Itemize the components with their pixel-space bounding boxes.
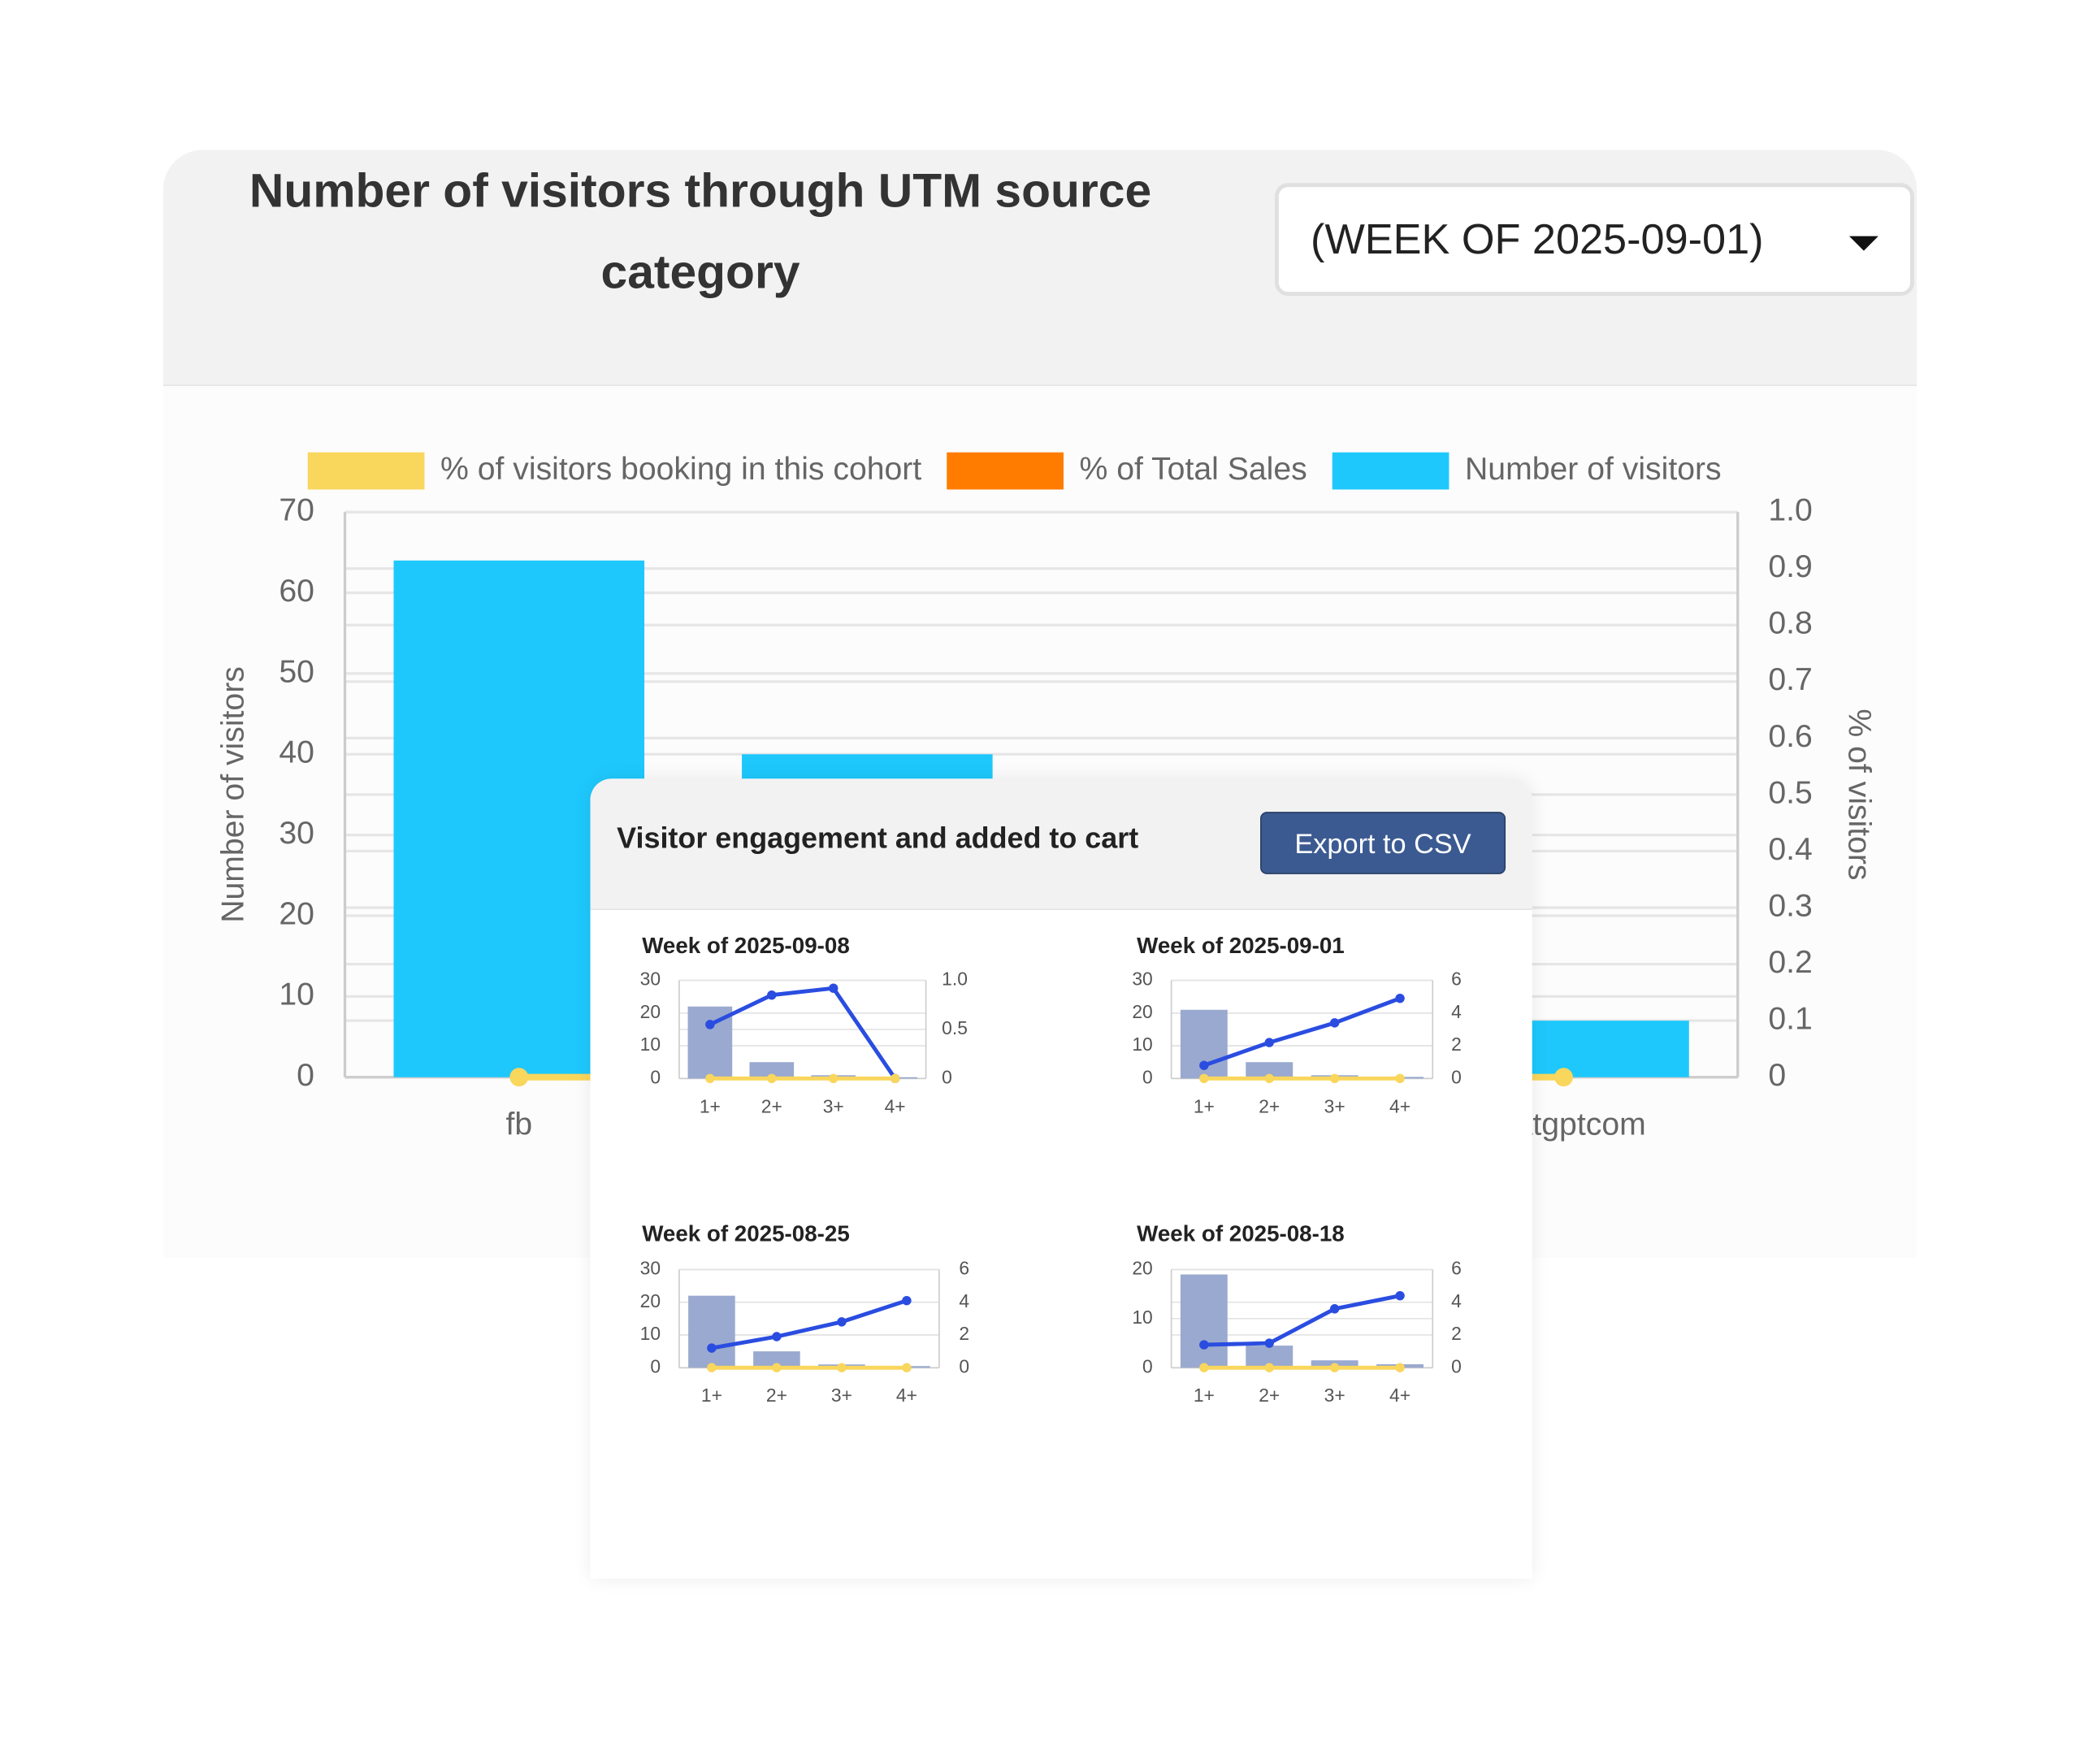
tick-label: 0.4 [1768,832,1812,867]
legend-label: % of Total Sales [1080,452,1307,487]
export-button[interactable]: Export to CSV [1260,812,1506,874]
tick-label: 0.7 [1768,662,1812,697]
tick-label: 50 [279,654,314,689]
legend-label: Number of visitors [1465,452,1722,487]
tick-label: 60 [279,574,314,609]
tick-label: 10 [279,977,314,1012]
legend-swatch [1332,452,1450,490]
panel-title: Visitor engagement and added to cart [617,821,1139,855]
tick-label: 0 [1768,1058,1786,1093]
line-point [509,1068,529,1087]
tick-label: 0.9 [1768,549,1812,584]
week-dropdown[interactable]: (WEEK OF 2025-09-01) [1274,183,1914,297]
tick-label: 0.8 [1768,606,1812,641]
dropdown-text: (WEEK OF 2025-09-01) [1311,215,1764,263]
tick-label: 30 [279,816,314,851]
x-tick-label: fb [505,1107,532,1142]
tick-label: 0 [297,1058,314,1093]
tick-label: 0.1 [1768,1002,1812,1037]
tick-label: 1.0 [1768,493,1812,528]
y-axis-title: Number of visitors [215,666,250,923]
tick-label: 40 [279,735,314,770]
card-header: Number of visitors through UTM source ca… [162,150,1918,387]
legend-swatch [947,452,1064,490]
card-title: Number of visitors through UTM source ca… [249,163,1152,299]
legend-swatch [307,452,425,490]
tick-label: 0.3 [1768,888,1812,923]
legend-label: % of visitors booking in this cohort [440,452,921,487]
tick-label: 0.6 [1768,719,1812,754]
y2-axis-title: % of visitors [1841,709,1876,880]
tick-label: 70 [279,493,314,528]
tick-label: 0.5 [1768,775,1812,810]
dropdown-arrow [1848,236,1878,251]
tick-label: 20 [279,896,314,931]
line-point [1554,1068,1573,1087]
panel-header: Visitor engagement and added to cart Exp… [590,778,1532,910]
engagement-panel: Visitor engagement and added to cart Exp… [590,778,1532,1579]
tick-label: 0.2 [1768,945,1812,980]
